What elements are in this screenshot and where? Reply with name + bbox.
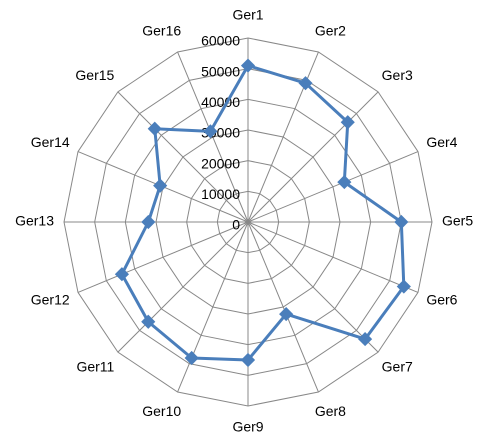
spoke xyxy=(177,51,249,223)
series-line xyxy=(120,64,406,362)
marker xyxy=(147,121,162,136)
spoke xyxy=(77,221,249,293)
spoke xyxy=(117,221,249,353)
category-label: Ger10 xyxy=(142,403,181,419)
y-tick-label: 10000 xyxy=(201,186,240,202)
marker xyxy=(340,115,355,130)
y-tick-label: 0 xyxy=(232,217,240,233)
marker xyxy=(240,352,256,368)
spoke xyxy=(247,91,379,223)
category-label: Ger9 xyxy=(232,419,263,435)
marker xyxy=(337,175,352,190)
category-label: Ger14 xyxy=(31,134,70,150)
y-tick-label: 50000 xyxy=(201,63,240,79)
marker xyxy=(358,332,373,347)
category-label: Ger13 xyxy=(15,213,54,229)
y-tick-label: 60000 xyxy=(201,33,240,49)
category-label: Ger1 xyxy=(232,7,263,23)
marker xyxy=(184,350,199,366)
category-label: Ger7 xyxy=(382,358,413,374)
y-tick-label: 40000 xyxy=(201,94,240,110)
category-label: Ger2 xyxy=(315,22,346,38)
marker xyxy=(240,58,256,73)
category-label: Ger15 xyxy=(75,67,114,83)
marker xyxy=(141,214,156,230)
category-label: Ger11 xyxy=(76,358,114,374)
category-label: Ger12 xyxy=(31,292,70,308)
spoke xyxy=(117,91,249,223)
spoke xyxy=(177,221,249,393)
spoke xyxy=(247,221,379,353)
marker xyxy=(396,279,411,294)
spoke xyxy=(247,221,319,393)
category-label: Ger3 xyxy=(382,67,413,83)
marker xyxy=(279,307,294,322)
category-label: Ger5 xyxy=(442,213,473,229)
spoke xyxy=(247,151,419,223)
marker xyxy=(394,214,409,230)
marker xyxy=(141,314,156,329)
marker xyxy=(114,267,129,282)
marker xyxy=(298,76,313,91)
category-label: Ger8 xyxy=(315,403,346,419)
marker xyxy=(153,178,168,193)
category-label: Ger4 xyxy=(426,134,457,150)
category-label: Ger6 xyxy=(426,292,457,308)
category-label: Ger16 xyxy=(142,22,181,38)
y-tick-label: 20000 xyxy=(201,155,240,171)
spoke xyxy=(247,221,419,293)
